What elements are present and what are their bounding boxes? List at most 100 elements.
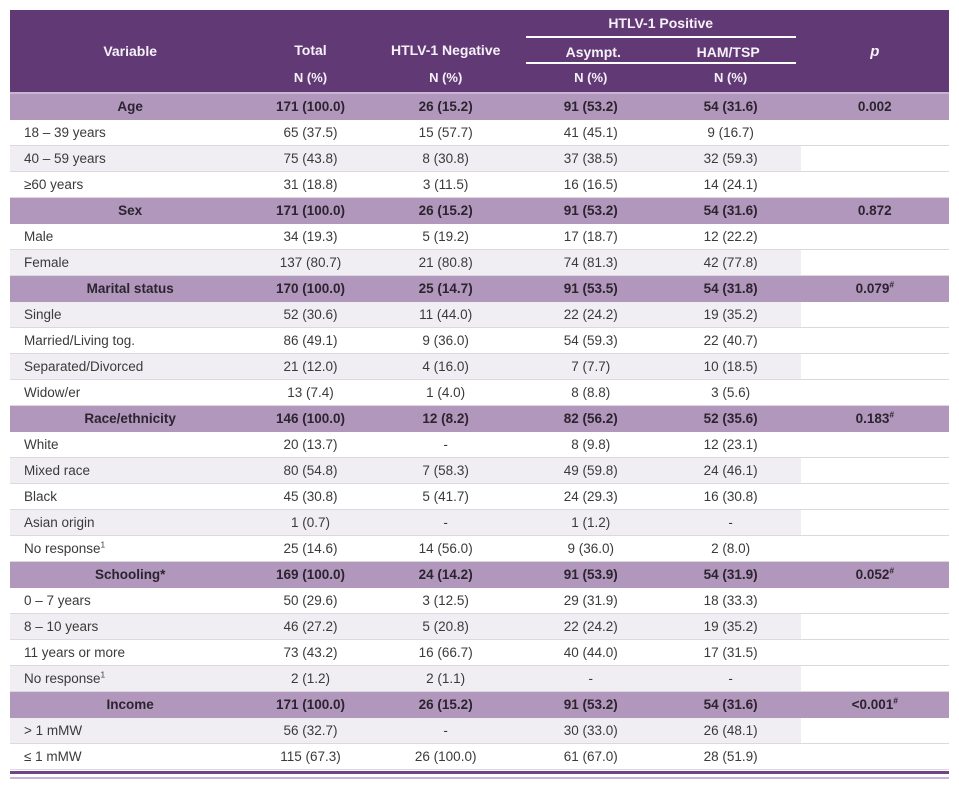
cell-negative: 12 (8.2) [422,411,469,426]
data-row: No response1 2 (1.2) 2 (1.1) - - [10,666,949,692]
cell-hamtsp: - [660,666,801,691]
cell-asympt: 54 (59.3) [563,333,618,348]
cell-p-value [800,250,949,275]
superscript-marker: # [889,409,895,420]
cell-p-value [800,614,949,639]
cell-asympt: 7 (7.7) [520,354,661,379]
cell-asympt: 61 (67.0) [563,749,618,764]
cell-total: 21 (12.0) [250,354,371,379]
row-label: ≥60 years [24,177,84,192]
cell-asympt: 49 (59.8) [520,458,661,483]
header-spacer [250,10,370,36]
cell-negative: 26 (15.2) [418,203,473,218]
cell-asympt: 91 (53.9) [563,567,618,582]
cell-hamtsp: 2 (8.0) [711,541,751,556]
cell-hamtsp: 54 (31.9) [703,567,758,582]
cell-negative: 4 (16.0) [370,354,521,379]
table-bottom-border [10,771,949,779]
positive-subcolumns: Asympt. HAM/TSP [525,38,796,64]
cell-asympt: 91 (53.2) [563,99,618,114]
cell-asympt: 1 (1.2) [520,510,661,535]
cell-asympt: 8 (9.8) [571,437,611,452]
cell-total: 1 (0.7) [250,510,371,535]
data-row: ≥60 years 31 (18.8) 3 (11.5) 16 (16.5) 14 (2… [10,172,949,198]
cell-negative: 3 (11.5) [422,177,469,192]
cell-hamtsp: 54 (31.6) [703,99,758,114]
data-row: 11 years or more 73 (43.2) 16 (66.7) 40 (44… [10,640,949,666]
cell-total: 80 (54.8) [250,458,371,483]
table-header: Variable Total N (%) HTLV-1 Negative N (… [10,10,949,94]
data-row: Single 52 (30.6) 11 (44.0) 22 (24.2) 19 (35.… [10,302,949,328]
col-header-variable: Variable [103,43,158,59]
cell-negative: - [370,718,521,743]
header-spacer [371,10,521,36]
cell-p-value [801,744,949,769]
cell-p-value [801,328,949,353]
cell-hamtsp: 9 (16.7) [707,125,754,140]
cell-hamtsp: 32 (59.3) [660,146,801,171]
col-header-asympt: Asympt. [565,44,621,60]
section-label: Age [117,99,143,114]
cell-negative: 5 (19.2) [422,229,469,244]
cell-hamtsp: 14 (24.1) [703,177,758,192]
cell-hamtsp: 26 (48.1) [660,718,801,743]
section-label: Marital status [86,281,174,296]
cell-asympt: 17 (18.7) [563,229,618,244]
cell-total: 34 (19.3) [283,229,338,244]
cell-asympt: 16 (16.5) [563,177,618,192]
cell-p-value [801,588,949,613]
section-label: Sex [118,203,143,218]
cell-negative: 21 (80.8) [370,250,521,275]
superscript-marker: # [889,279,895,290]
section-label: Race/ethnicity [84,411,176,426]
cell-hamtsp: 19 (35.2) [660,302,801,327]
row-label: Male [24,229,54,244]
data-row: Male 34 (19.3) 5 (19.2) 17 (18.7) 12 (22.2) [10,224,949,250]
cell-asympt: 41 (45.1) [563,125,618,140]
cell-p-value [800,510,949,535]
bottom-border-gap [10,774,949,777]
page: Variable Total N (%) HTLV-1 Negative N (… [10,10,949,779]
cell-p-value [801,640,949,665]
cell-negative: 16 (66.7) [418,645,473,660]
row-label: 0 – 7 years [24,593,91,608]
cell-p-value [801,536,949,561]
cell-negative: - [370,510,521,535]
cell-hamtsp: 28 (51.9) [703,749,758,764]
cell-p-value [800,302,949,327]
cell-negative: 25 (14.7) [418,281,473,296]
htlv1-characteristics-table: Variable Total N (%) HTLV-1 Negative N (… [10,10,949,779]
row-label: Asian origin [10,510,251,535]
row-label: No response1 [24,539,106,556]
data-row: Separated/Divorced 21 (12.0) 4 (16.0) 7 (7.… [10,354,949,380]
cell-total: 86 (49.1) [283,333,338,348]
data-row: 8 – 10 years 46 (27.2) 5 (20.8) 22 (24.2) 19… [10,614,949,640]
cell-total: 73 (43.2) [283,645,338,660]
cell-negative: 1 (4.0) [426,385,466,400]
cell-negative: - [443,437,448,452]
cell-p-value: 0.079# [855,279,895,296]
data-row: 18 – 39 years 65 (37.5) 15 (57.7) 41 (45.1)… [10,120,949,146]
cell-asympt: - [520,666,661,691]
cell-hamtsp: 54 (31.6) [703,697,758,712]
cell-negative: 8 (30.8) [370,146,521,171]
cell-asympt: 82 (56.2) [563,411,618,426]
cell-hamtsp: 42 (77.8) [660,250,801,275]
col-subheader-hamtsp-n-pct: N (%) [714,70,748,85]
col-header-total: Total [294,42,327,58]
cell-total: 171 (100.0) [275,697,345,712]
cell-negative: 14 (56.0) [418,541,473,556]
cell-p-value [800,354,949,379]
col-header-total-group: Total N (%) [250,10,370,92]
section-row: Age 171 (100.0) 26 (15.2) 91 (53.2) 54 (31.6… [10,94,949,120]
cell-p-value: 0.002 [857,99,892,114]
cell-asympt: 37 (38.5) [520,146,661,171]
cell-total: 25 (14.6) [283,541,338,556]
row-label: 18 – 39 years [24,125,106,140]
data-row: No response1 25 (14.6) 14 (56.0) 9 (36.0) 2 … [10,536,949,562]
cell-p-value [801,172,949,197]
cell-total: 75 (43.8) [250,146,371,171]
row-label: > 1 mMW [10,718,251,743]
col-subheader-asympt-n-pct: N (%) [574,70,608,85]
section-row: Marital status 170 (100.0) 25 (14.7) 91 (53… [10,276,949,302]
